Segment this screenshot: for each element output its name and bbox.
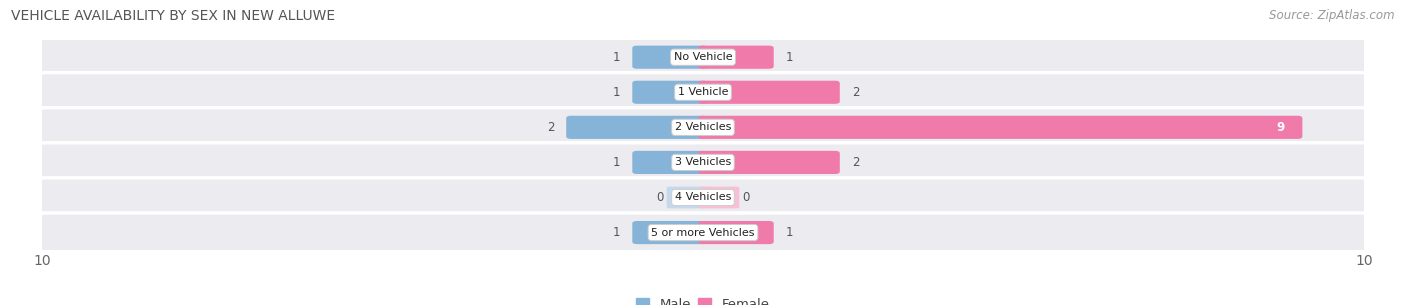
Text: 2: 2 [852,156,859,169]
Text: 5 or more Vehicles: 5 or more Vehicles [651,228,755,238]
FancyBboxPatch shape [633,81,707,104]
FancyBboxPatch shape [35,143,1371,182]
Text: 0: 0 [657,191,664,204]
FancyBboxPatch shape [700,187,740,208]
Text: 2: 2 [852,86,859,99]
FancyBboxPatch shape [35,108,1371,147]
FancyBboxPatch shape [699,221,773,244]
Text: 1 Vehicle: 1 Vehicle [678,87,728,97]
Text: 0: 0 [742,191,749,204]
Text: 1: 1 [613,156,620,169]
FancyBboxPatch shape [35,38,1371,77]
FancyBboxPatch shape [699,151,839,174]
Text: 9: 9 [1277,121,1285,134]
FancyBboxPatch shape [35,213,1371,252]
FancyBboxPatch shape [633,221,707,244]
FancyBboxPatch shape [633,46,707,69]
Text: 1: 1 [613,51,620,64]
Text: VEHICLE AVAILABILITY BY SEX IN NEW ALLUWE: VEHICLE AVAILABILITY BY SEX IN NEW ALLUW… [11,9,336,23]
FancyBboxPatch shape [35,178,1371,217]
Text: 2: 2 [547,121,554,134]
Text: 3 Vehicles: 3 Vehicles [675,157,731,167]
FancyBboxPatch shape [633,151,707,174]
FancyBboxPatch shape [699,46,773,69]
FancyBboxPatch shape [699,81,839,104]
FancyBboxPatch shape [699,116,1302,139]
Text: 1: 1 [613,226,620,239]
Text: 1: 1 [613,86,620,99]
Text: No Vehicle: No Vehicle [673,52,733,62]
Text: 1: 1 [786,51,793,64]
Text: 1: 1 [786,226,793,239]
FancyBboxPatch shape [35,73,1371,112]
FancyBboxPatch shape [666,187,706,208]
FancyBboxPatch shape [567,116,707,139]
Text: Source: ZipAtlas.com: Source: ZipAtlas.com [1270,9,1395,22]
Text: 4 Vehicles: 4 Vehicles [675,192,731,203]
Text: 2 Vehicles: 2 Vehicles [675,122,731,132]
Legend: Male, Female: Male, Female [636,298,770,305]
